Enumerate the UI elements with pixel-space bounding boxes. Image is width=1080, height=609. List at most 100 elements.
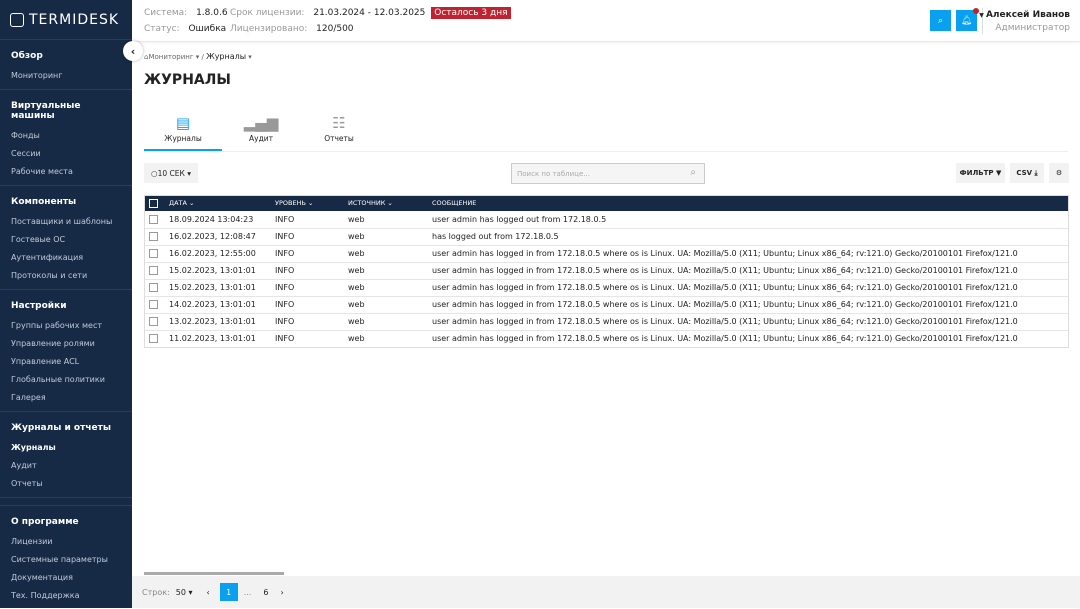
- col-level[interactable]: УРОВЕНЬ ⌄: [275, 195, 348, 211]
- row-checkbox[interactable]: [149, 317, 158, 326]
- table-row[interactable]: 15.02.2023, 13:01:01 INFO web user admin ha…: [144, 279, 1069, 297]
- cell: 16.02.2023, 12:08:47: [169, 228, 275, 246]
- row-checkbox[interactable]: [149, 249, 158, 258]
- user-menu[interactable]: ▼ Алексей Иванов Администратор: [979, 10, 1070, 36]
- table-row[interactable]: 15.02.2023, 13:01:01 INFO web user admin ha…: [144, 262, 1069, 280]
- sidebar-section-title: Обзор: [11, 51, 43, 61]
- sidebar-item[interactable]: Рабочие места: [11, 167, 73, 176]
- table-row[interactable]: 16.02.2023, 12:08:47 INFO web has logged ou…: [144, 228, 1069, 246]
- page-last[interactable]: 6: [263, 587, 269, 597]
- select-all-checkbox[interactable]: [149, 198, 158, 208]
- sidebar-item[interactable]: Документация: [11, 573, 73, 582]
- cell: user admin has logged in from 172.18.0.5…: [432, 245, 1069, 263]
- table-row[interactable]: 16.02.2023, 12:55:00 INFO web user admin ha…: [144, 245, 1069, 263]
- sidebar-item[interactable]: Поставщики и шаблоны: [11, 217, 113, 226]
- clipboard-icon: ☷: [332, 114, 346, 132]
- cell: INFO: [275, 262, 348, 280]
- sidebar-item[interactable]: Журналы: [11, 443, 56, 452]
- csv-export-button[interactable]: CSV ⤓: [1010, 163, 1044, 183]
- sidebar-item[interactable]: Протоколы и сети: [11, 271, 88, 280]
- cell: 15.02.2023, 13:01:01: [169, 262, 275, 280]
- next-page-button[interactable]: ›: [280, 587, 284, 597]
- col-date[interactable]: ДАТА ⌄: [169, 195, 275, 211]
- sidebar-item[interactable]: Аутентификация: [11, 253, 84, 262]
- tab-reports[interactable]: ☷ Отчеты: [300, 114, 378, 151]
- cell: INFO: [275, 211, 348, 229]
- filter-button[interactable]: ФИЛЬТР ▼: [956, 163, 1005, 183]
- row-checkbox[interactable]: [149, 334, 158, 343]
- refresh-interval-dropdown[interactable]: ○ 10 СЕК ▾: [144, 163, 198, 183]
- search-icon: ⌕: [937, 15, 944, 26]
- row-checkbox[interactable]: [149, 232, 158, 241]
- sidebar-item[interactable]: Лицензии: [11, 537, 53, 546]
- sidebar-item[interactable]: Группы рабочих мест: [11, 321, 103, 330]
- refresh-icon: ○: [151, 168, 158, 178]
- table-row[interactable]: 18.09.2024 13:04:23 INFO web user admin has…: [144, 211, 1069, 229]
- sidebar-section: О программе Лицензии Системные параметры До…: [0, 505, 132, 609]
- page-title: ЖУРНАЛЫ: [144, 72, 231, 88]
- sidebar-item[interactable]: Отчеты: [11, 479, 43, 488]
- sidebar-item[interactable]: Мониторинг: [11, 71, 63, 80]
- sidebar-item[interactable]: Тех. Поддержка: [11, 591, 80, 600]
- cell: 18.09.2024 13:04:23: [169, 211, 275, 229]
- notifications-button[interactable]: 🔔︎: [956, 8, 979, 31]
- sidebar-section-title: О программе: [11, 517, 79, 527]
- search-input[interactable]: Поиск по таблице... ⌕: [511, 163, 705, 184]
- pagination-ellipsis: ...: [243, 587, 252, 597]
- row-checkbox[interactable]: [149, 266, 158, 275]
- tab-journals[interactable]: ▤ Журналы: [144, 114, 222, 151]
- bell-icon: 🔔︎: [960, 15, 973, 26]
- cell: INFO: [275, 313, 348, 331]
- sidebar-item[interactable]: Галерея: [11, 393, 46, 402]
- logo[interactable]: TERMIDESK: [0, 0, 132, 40]
- sidebar-section-title: Журналы и отчеты: [11, 423, 111, 433]
- sidebar-item[interactable]: Гостевые ОС: [11, 235, 66, 244]
- tabs: ▤ Журналы ▂▄▆ Аудит ☷ Отчеты: [144, 114, 1068, 152]
- cell: web: [348, 296, 432, 314]
- status-value: Ошибка: [188, 24, 227, 34]
- topbar: Система: 1.8.0.6 Статус: Ошибка Срок лиц…: [132, 0, 1080, 42]
- col-source[interactable]: ИСТОЧНИК ⌄: [348, 195, 432, 211]
- breadcrumb-home[interactable]: Мониторинг: [148, 53, 194, 61]
- status-label: Статус:: [144, 24, 180, 34]
- notification-dot: [973, 8, 979, 14]
- page-1[interactable]: 1: [219, 583, 238, 601]
- row-checkbox[interactable]: [149, 214, 158, 224]
- prev-page-button[interactable]: ‹: [206, 587, 210, 597]
- download-icon: ⤓: [1034, 168, 1038, 177]
- cell: web: [348, 262, 432, 280]
- search-button[interactable]: ⌕: [930, 10, 951, 31]
- table-row[interactable]: 14.02.2023, 13:01:01 INFO web user admin ha…: [144, 296, 1069, 314]
- sidebar-item[interactable]: Фонды: [11, 131, 40, 140]
- cell: user admin has logged in from 172.18.0.5…: [432, 279, 1069, 297]
- table-row[interactable]: 11.02.2023, 13:01:01 INFO web user admin ha…: [144, 330, 1069, 348]
- table-row[interactable]: 13.02.2023, 13:01:01 INFO web user admin ha…: [144, 313, 1069, 331]
- cell: 16.02.2023, 12:55:00: [169, 245, 275, 263]
- cell: user admin has logged out from 172.18.0.…: [432, 211, 1069, 229]
- sidebar-item[interactable]: Управление ролями: [11, 339, 95, 348]
- gear-icon: ⚙: [1055, 169, 1063, 177]
- cell: web: [348, 211, 432, 229]
- cell: has logged out from 172.18.0.5: [432, 228, 1069, 246]
- tab-audit[interactable]: ▂▄▆ Аудит: [222, 114, 300, 151]
- cell: user admin has logged in from 172.18.0.5…: [432, 296, 1069, 314]
- cell: 15.02.2023, 13:01:01: [169, 279, 275, 297]
- brand-name: TERMIDESK: [29, 11, 120, 28]
- sidebar-item[interactable]: Глобальные политики: [11, 375, 105, 384]
- sidebar-item[interactable]: Аудит: [11, 461, 37, 470]
- breadcrumb-current[interactable]: Журналы: [206, 52, 247, 61]
- cell: 11.02.2023, 13:01:01: [169, 330, 275, 348]
- collapse-sidebar-button[interactable]: ‹: [123, 41, 143, 61]
- sidebar-item[interactable]: Системные параметры: [11, 555, 108, 564]
- sidebar-item[interactable]: Сессии: [11, 149, 41, 158]
- rows-per-page-select[interactable]: 50 ▾: [175, 587, 193, 597]
- filter-icon: ▼: [995, 169, 1002, 177]
- row-checkbox[interactable]: [149, 300, 158, 309]
- sidebar-section-title: Компоненты: [11, 197, 77, 207]
- book-icon: ▤: [175, 114, 191, 132]
- logo-icon: [10, 12, 24, 27]
- horizontal-scrollbar[interactable]: [144, 572, 284, 575]
- sidebar-item[interactable]: Управление ACL: [11, 357, 80, 366]
- row-checkbox[interactable]: [149, 283, 158, 292]
- settings-button[interactable]: ⚙: [1049, 163, 1069, 183]
